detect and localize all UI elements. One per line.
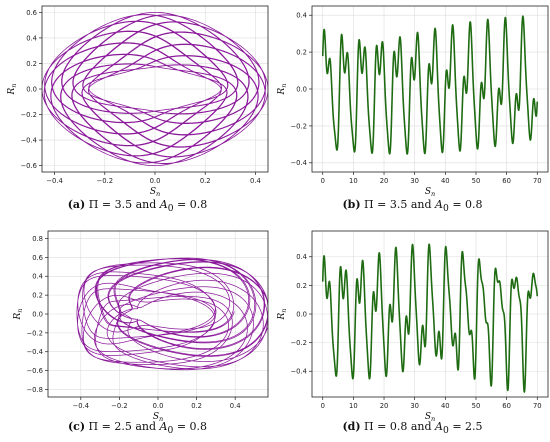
x-tick-label: 0.0: [150, 177, 161, 185]
x-axis-label: Sn: [425, 187, 435, 198]
x-tick-label: 40: [441, 177, 450, 185]
y-tick-label: −0.2: [20, 111, 37, 119]
y-tick-label: 0.6: [26, 9, 37, 17]
y-tick-label: −0.4: [290, 368, 307, 376]
y-tick-label: −0.2: [26, 329, 43, 337]
y-tick-label: −0.6: [26, 367, 43, 375]
y-tick-label: −0.2: [290, 122, 307, 130]
y-tick-label: −0.4: [290, 159, 307, 167]
series-line: [321, 15, 539, 155]
x-tick-label: 60: [502, 177, 511, 185]
x-tick-label: 0.2: [191, 402, 202, 410]
x-axis-label: Sn: [153, 412, 163, 423]
y-axis-label: Rn: [277, 84, 288, 96]
series-line: [321, 243, 539, 393]
y-tick-label: 0.4: [296, 253, 307, 261]
y-tick-label: 0.4: [296, 12, 307, 20]
x-tick-label: 0.0: [153, 402, 164, 410]
caption-c: (c) Π = 2.5 and A0 = 0.8: [67, 420, 208, 437]
x-tick-label: 0: [321, 177, 325, 185]
panel-d: 0 10 20 30 40 50 60 70 −0.4 −0.2 0.0 0.2 0.4 Sn Rn: [277, 230, 549, 423]
y-tick-label: 0.0: [26, 85, 37, 93]
x-tick-label: 10: [349, 177, 358, 185]
x-tick-label: 30: [410, 177, 419, 185]
x-tick-label: 70: [533, 402, 542, 410]
x-tick-label: 20: [380, 177, 389, 185]
x-tick-label: −0.4: [73, 402, 90, 410]
x-tick-label: 0.4: [250, 177, 261, 185]
x-tick-label: 60: [502, 402, 511, 410]
panel-b: 0 10 20 30 40 50 60 70 −0.4 −0.2 0.0 0.2 0.4 Sn Rn: [277, 5, 549, 198]
x-tick-label: 40: [441, 402, 450, 410]
panel-a: −0.4 −0.2 0.0 0.2 0.4 −0.6 −0.4 −0.2 0.0 0.2 0.4 0.…: [7, 5, 269, 198]
y-tick-label: 0.0: [32, 310, 43, 318]
x-tick-label: 0.2: [200, 177, 211, 185]
x-axis-label: Sn: [425, 412, 435, 423]
x-tick-label: 70: [533, 177, 542, 185]
x-tick-label: 10: [349, 402, 358, 410]
x-axis-label: Sn: [150, 187, 160, 198]
y-tick-label: −0.4: [26, 348, 43, 356]
y-axis-label: Rn: [7, 84, 18, 96]
y-tick-label: 0.6: [32, 254, 43, 262]
y-tick-label: −0.2: [290, 339, 307, 347]
y-axis-label: Rn: [277, 309, 288, 321]
x-tick-label: 20: [380, 402, 389, 410]
y-tick-label: 0.2: [32, 292, 43, 300]
x-tick-label: 0.4: [230, 402, 241, 410]
y-tick-label: 0.8: [32, 235, 43, 243]
x-tick-label: 50: [472, 402, 481, 410]
caption-b: (b) Π = 3.5 and A0 = 0.8: [342, 198, 483, 215]
y-tick-label: 0.0: [296, 85, 307, 93]
x-tick-label: −0.4: [46, 177, 63, 185]
y-tick-label: 0.2: [296, 49, 307, 57]
y-tick-label: 0.2: [296, 282, 307, 290]
y-tick-label: 0.2: [26, 60, 37, 68]
y-axis-label: Rn: [13, 309, 24, 321]
x-tick-label: 0: [321, 402, 325, 410]
caption-a: (a) Π = 3.5 and A0 = 0.8: [67, 198, 208, 215]
y-tick-label: 0.0: [296, 310, 307, 318]
y-tick-label: −0.4: [20, 136, 37, 144]
y-tick-label: 0.4: [32, 273, 43, 281]
x-tick-label: −0.2: [97, 177, 114, 185]
x-tick-label: 30: [410, 402, 419, 410]
series-line: [76, 257, 268, 371]
x-tick-label: 50: [472, 177, 481, 185]
y-tick-label: 0.4: [26, 34, 37, 42]
caption-d: (d) Π = 0.8 and A0 = 2.5: [342, 420, 483, 437]
x-tick-label: −0.2: [111, 402, 128, 410]
y-tick-label: −0.6: [20, 162, 37, 170]
y-tick-label: −0.8: [26, 386, 43, 394]
panel-c: −0.4 −0.2 0.0 0.2 0.4 −0.8 −0.6 −0.4 −0.2 0.0 0.2 0…: [13, 230, 269, 423]
